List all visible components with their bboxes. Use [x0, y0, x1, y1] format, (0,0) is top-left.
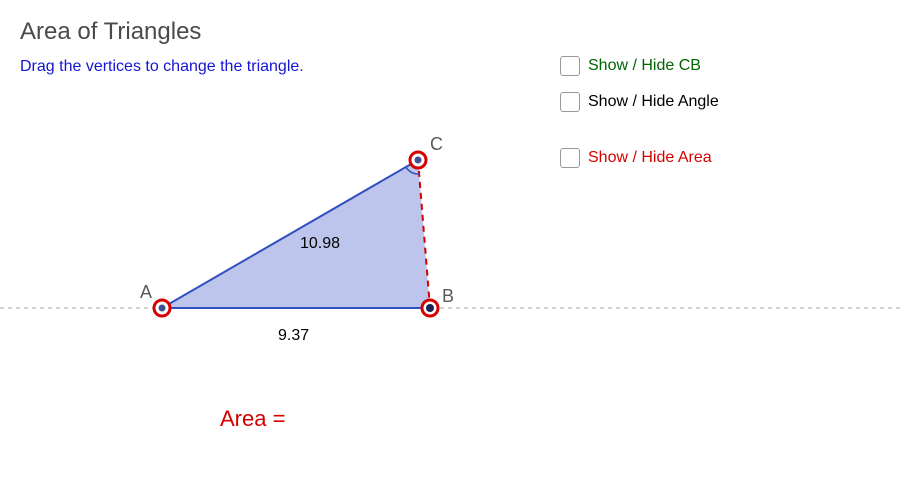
segment-cb [418, 160, 430, 308]
label-edge-ac: 10.98 [300, 235, 340, 252]
vertex-b-dot [426, 304, 434, 312]
vertex-c-dot [415, 157, 422, 164]
checkbox-label-cb: Show / Hide CB [588, 57, 701, 75]
vertex-label-b: B [442, 286, 454, 306]
vertex-label-c: C [430, 134, 443, 154]
triangle-fill[interactable] [162, 160, 430, 308]
checkbox-label-angle: Show / Hide Angle [588, 93, 719, 111]
checkbox-box-angle[interactable] [560, 92, 580, 112]
edge-ac [162, 160, 418, 308]
area-result-label: Area = [220, 406, 285, 432]
vertex-a-dot [159, 305, 166, 312]
checkbox-row-area[interactable]: Show / Hide Area [560, 148, 712, 168]
checkbox-box-area[interactable] [560, 148, 580, 168]
vertex-a[interactable] [154, 300, 170, 316]
vertex-b[interactable] [422, 300, 438, 316]
page-title: Area of Triangles [20, 18, 201, 46]
vertex-a-ring [154, 300, 170, 316]
checkbox-row-angle[interactable]: Show / Hide Angle [560, 92, 719, 112]
label-edge-ab: 9.37 [278, 327, 309, 344]
vertex-c[interactable] [410, 152, 426, 168]
checkbox-box-cb[interactable] [560, 56, 580, 76]
checkbox-row-cb[interactable]: Show / Hide CB [560, 56, 701, 76]
vertex-label-a: A [140, 282, 152, 302]
vertex-c-ring [410, 152, 426, 168]
angle-marker-icon [406, 167, 419, 174]
instruction-text: Drag the vertices to change the triangle… [20, 58, 304, 76]
checkbox-label-area: Show / Hide Area [588, 149, 712, 167]
vertex-b-ring [422, 300, 438, 316]
